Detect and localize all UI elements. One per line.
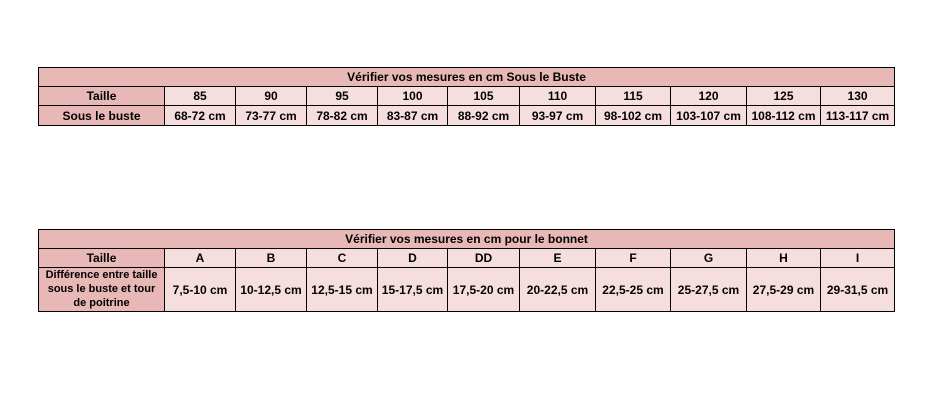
difference-cell: 17,5-20 cm [447, 266, 520, 313]
difference-cell: 20-22,5 cm [519, 266, 596, 313]
cup-header-cell: F [595, 248, 671, 268]
difference-row: Différence entre taille sous le buste et… [38, 266, 896, 313]
size-header-cell: 95 [306, 86, 378, 106]
measurement-cell: 103-107 cm [670, 105, 747, 126]
cup-header-row: Taille A B C D DD E F G H I [38, 248, 896, 268]
cup-header-cell: G [670, 248, 747, 268]
difference-cell: 10-12,5 cm [235, 266, 307, 313]
row-label-sous-le-buste: Sous le buste [38, 105, 165, 126]
size-header-cell: 125 [746, 86, 821, 106]
cup-header-cell: C [306, 248, 378, 268]
underbust-size-table: Vérifier vos mesures en cm Sous le Buste… [37, 67, 896, 126]
cup-header-cell: A [164, 248, 236, 268]
measurement-cell: 68-72 cm [164, 105, 236, 126]
size-header-cell: 85 [164, 86, 236, 106]
difference-cell: 29-31,5 cm [819, 266, 896, 313]
cup-size-table: Vérifier vos mesures en cm pour le bonne… [37, 229, 896, 313]
measurement-cell: 73-77 cm [235, 105, 307, 126]
size-header-row: Taille 85 90 95 100 105 110 115 120 125 … [38, 86, 896, 106]
measurement-row: Sous le buste 68-72 cm 73-77 cm 78-82 cm… [38, 105, 896, 126]
difference-cell: 12,5-15 cm [306, 266, 378, 313]
measurement-cell: 93-97 cm [519, 105, 596, 126]
measurement-cell: 113-117 cm [819, 105, 896, 126]
difference-cell: 22,5-25 cm [595, 266, 671, 313]
size-header-cell: 90 [235, 86, 307, 106]
row-label-difference: Différence entre taille sous le buste et… [38, 266, 165, 313]
row-label-taille: Taille [38, 86, 165, 106]
difference-cell: 27,5-29 cm [746, 266, 821, 313]
difference-cell: 7,5-10 cm [164, 266, 236, 313]
size-header-cell: 100 [377, 86, 448, 106]
cup-header-cell: E [519, 248, 596, 268]
size-header-cell: 120 [670, 86, 747, 106]
table-title-row: Vérifier vos mesures en cm Sous le Buste [37, 67, 896, 87]
cup-header-cell: DD [447, 248, 520, 268]
measurement-cell: 98-102 cm [595, 105, 671, 126]
cup-header-cell: D [377, 248, 448, 268]
row-label-taille: Taille [38, 248, 165, 268]
size-header-cell: 130 [819, 86, 896, 106]
measurement-cell: 78-82 cm [306, 105, 378, 126]
size-header-cell: 115 [595, 86, 671, 106]
measurement-cell: 83-87 cm [377, 105, 448, 126]
table-title-row: Vérifier vos mesures en cm pour le bonne… [37, 229, 896, 249]
table-title: Vérifier vos mesures en cm pour le bonne… [37, 229, 896, 249]
table-title: Vérifier vos mesures en cm Sous le Buste [37, 67, 896, 87]
measurement-cell: 108-112 cm [746, 105, 821, 126]
size-header-cell: 110 [519, 86, 596, 106]
cup-header-cell: I [819, 248, 896, 268]
difference-cell: 25-27,5 cm [670, 266, 747, 313]
cup-header-cell: B [235, 248, 307, 268]
measurement-cell: 88-92 cm [447, 105, 520, 126]
difference-cell: 15-17,5 cm [377, 266, 448, 313]
size-header-cell: 105 [447, 86, 520, 106]
cup-header-cell: H [746, 248, 821, 268]
